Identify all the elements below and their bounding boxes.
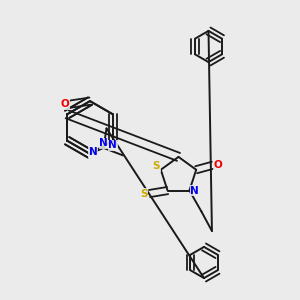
Text: S: S — [140, 188, 148, 199]
Text: N: N — [88, 147, 98, 158]
Text: S: S — [153, 161, 160, 171]
Text: N: N — [190, 185, 199, 196]
Text: N: N — [109, 140, 117, 150]
Text: N: N — [99, 138, 108, 148]
Text: O: O — [214, 160, 223, 170]
Text: O: O — [61, 99, 70, 109]
